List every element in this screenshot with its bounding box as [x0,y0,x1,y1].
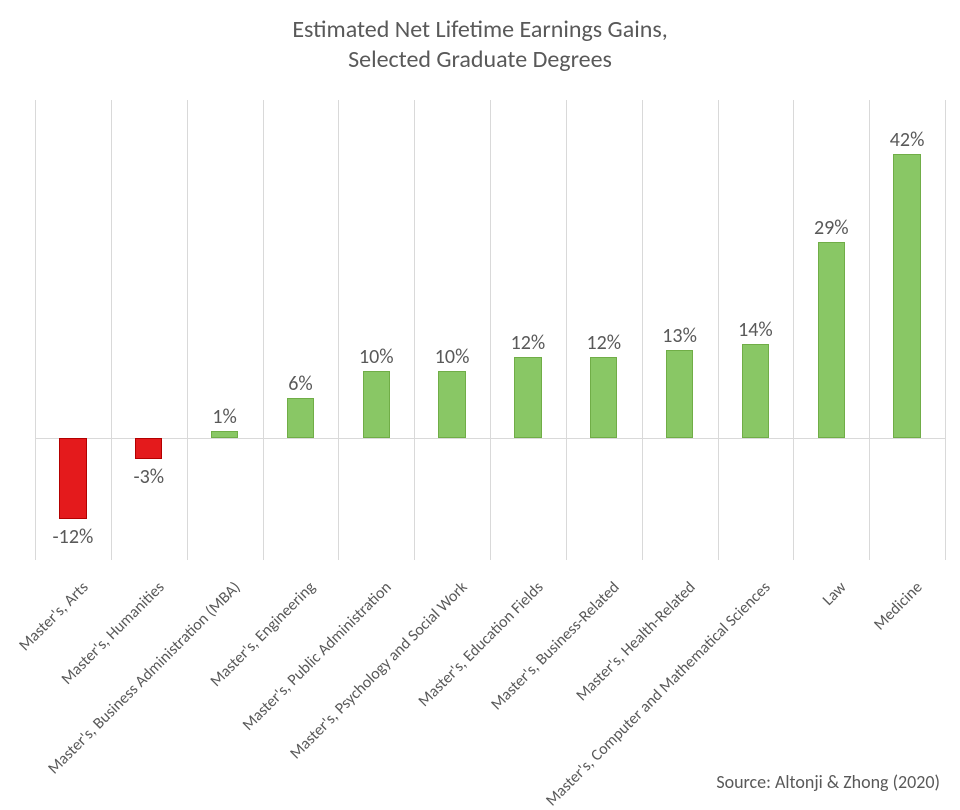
bar [211,431,238,438]
bar [59,438,86,519]
data-label-text: 42% [890,128,925,152]
category-label-text: Master's, Business-Related [487,578,623,714]
chart-title: Estimated Net Lifetime Earnings Gains, S… [0,15,960,75]
data-label-text: 10% [359,345,394,369]
bar [514,357,541,438]
chart-title-line2: Selected Graduate Degrees [348,45,612,74]
data-label-text: 6% [288,372,312,396]
data-label-text: 10% [435,345,470,369]
bar [893,154,920,438]
data-label-text: -3% [133,465,164,489]
bar [363,371,390,439]
category-label-text: Medicine [870,578,926,634]
data-label-text: -12% [53,525,94,549]
category-label-text: Master's, Education Fields [415,578,548,711]
bar [666,350,693,438]
gridline [35,100,36,560]
bar [590,357,617,438]
bar [742,344,769,439]
category-label-text: Master's, Arts [15,578,92,655]
category-label: Master's, Public Administration [382,435,539,592]
bar [135,438,162,458]
data-label-text: 29% [814,216,849,240]
plot-area: -12%Master's, Arts-3%Master's, Humanitie… [35,100,945,560]
chart-title-line1: Estimated Net Lifetime Earnings Gains, [292,15,667,44]
data-label-text: 12% [511,331,546,355]
category-label: Master's, Business-Related [610,455,746,591]
gridline [187,100,188,560]
bar [818,242,845,438]
data-label-text: 13% [662,324,697,348]
category-label-text: Law [819,578,851,610]
chart-container: Estimated Net Lifetime Earnings Gains, S… [0,0,960,805]
category-label-text: Master's, Public Administration [239,578,396,735]
gridline [111,100,112,560]
data-label-text: 1% [212,405,236,429]
source-citation: Source: Altonji & Zhong (2020) [716,771,940,793]
category-label: Master's, Education Fields [534,459,667,592]
bar [438,371,465,439]
data-label-text: 14% [738,318,773,342]
data-label-text: 12% [586,331,621,355]
category-label: Medicine [913,535,960,591]
category-label: Law [837,560,869,592]
bar [287,398,314,439]
gridline [945,100,946,560]
